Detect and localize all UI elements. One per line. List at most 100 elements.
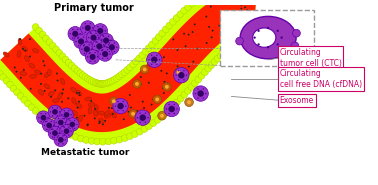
Circle shape [111,137,118,144]
Circle shape [99,138,106,145]
Circle shape [174,68,183,77]
Circle shape [277,30,279,32]
Circle shape [145,112,146,114]
Circle shape [101,40,102,41]
Circle shape [20,77,22,79]
Circle shape [85,32,86,33]
Circle shape [117,101,119,102]
Ellipse shape [17,51,21,58]
Circle shape [109,42,110,44]
Circle shape [145,45,152,51]
Circle shape [211,36,213,38]
Circle shape [97,26,99,27]
Circle shape [113,98,128,114]
Circle shape [151,55,152,56]
Circle shape [254,15,256,17]
Circle shape [70,122,75,127]
Circle shape [74,128,75,129]
Circle shape [155,34,162,40]
Circle shape [205,93,206,94]
Circle shape [62,143,64,144]
Ellipse shape [94,105,98,111]
Circle shape [133,80,141,88]
Circle shape [90,52,91,53]
Circle shape [105,79,112,86]
Circle shape [236,37,243,45]
Circle shape [109,44,115,50]
Circle shape [135,110,150,125]
Circle shape [46,39,53,46]
Circle shape [220,49,227,56]
Circle shape [64,118,65,120]
Circle shape [139,115,146,121]
Circle shape [181,91,188,98]
Circle shape [164,101,180,117]
Circle shape [87,77,93,83]
Circle shape [105,138,112,145]
Ellipse shape [44,72,50,78]
Circle shape [99,80,105,87]
Circle shape [249,32,256,39]
Circle shape [149,59,150,60]
Ellipse shape [58,92,62,99]
Ellipse shape [72,111,78,115]
Circle shape [212,30,214,32]
Circle shape [98,47,112,61]
Ellipse shape [33,48,39,53]
Circle shape [0,70,3,77]
Circle shape [178,72,184,78]
Circle shape [125,105,127,107]
Circle shape [104,120,106,122]
Circle shape [64,128,70,134]
Circle shape [72,29,73,30]
Circle shape [192,31,194,33]
Circle shape [127,64,133,71]
Circle shape [47,117,49,118]
Ellipse shape [98,111,105,115]
Circle shape [70,128,71,129]
Circle shape [50,111,51,112]
Ellipse shape [20,72,27,75]
Circle shape [82,27,84,29]
FancyBboxPatch shape [220,10,314,65]
Circle shape [240,4,242,6]
Circle shape [107,49,108,51]
Circle shape [67,124,68,125]
Ellipse shape [88,107,92,114]
Circle shape [154,117,161,123]
Circle shape [79,33,81,34]
Circle shape [43,65,45,66]
Circle shape [139,52,146,58]
Circle shape [174,73,176,75]
Circle shape [77,107,79,109]
Circle shape [192,61,194,63]
Circle shape [76,92,78,94]
Circle shape [254,36,256,39]
Circle shape [102,123,104,125]
Circle shape [240,8,242,10]
Circle shape [58,120,64,125]
Ellipse shape [47,69,51,76]
Circle shape [94,60,96,62]
Circle shape [111,76,118,83]
Circle shape [267,27,269,29]
Circle shape [58,143,59,144]
Circle shape [83,45,84,46]
Circle shape [59,111,60,112]
Circle shape [76,117,78,119]
Circle shape [102,58,103,59]
Circle shape [234,38,240,45]
Circle shape [74,34,88,49]
Circle shape [156,64,158,65]
Circle shape [188,34,190,36]
Circle shape [257,43,260,46]
Circle shape [14,66,16,68]
Ellipse shape [76,103,82,108]
Circle shape [124,67,130,73]
Circle shape [159,59,160,60]
Circle shape [40,115,46,120]
Circle shape [90,60,91,62]
Circle shape [104,46,105,47]
Circle shape [198,73,205,79]
Circle shape [56,122,57,123]
